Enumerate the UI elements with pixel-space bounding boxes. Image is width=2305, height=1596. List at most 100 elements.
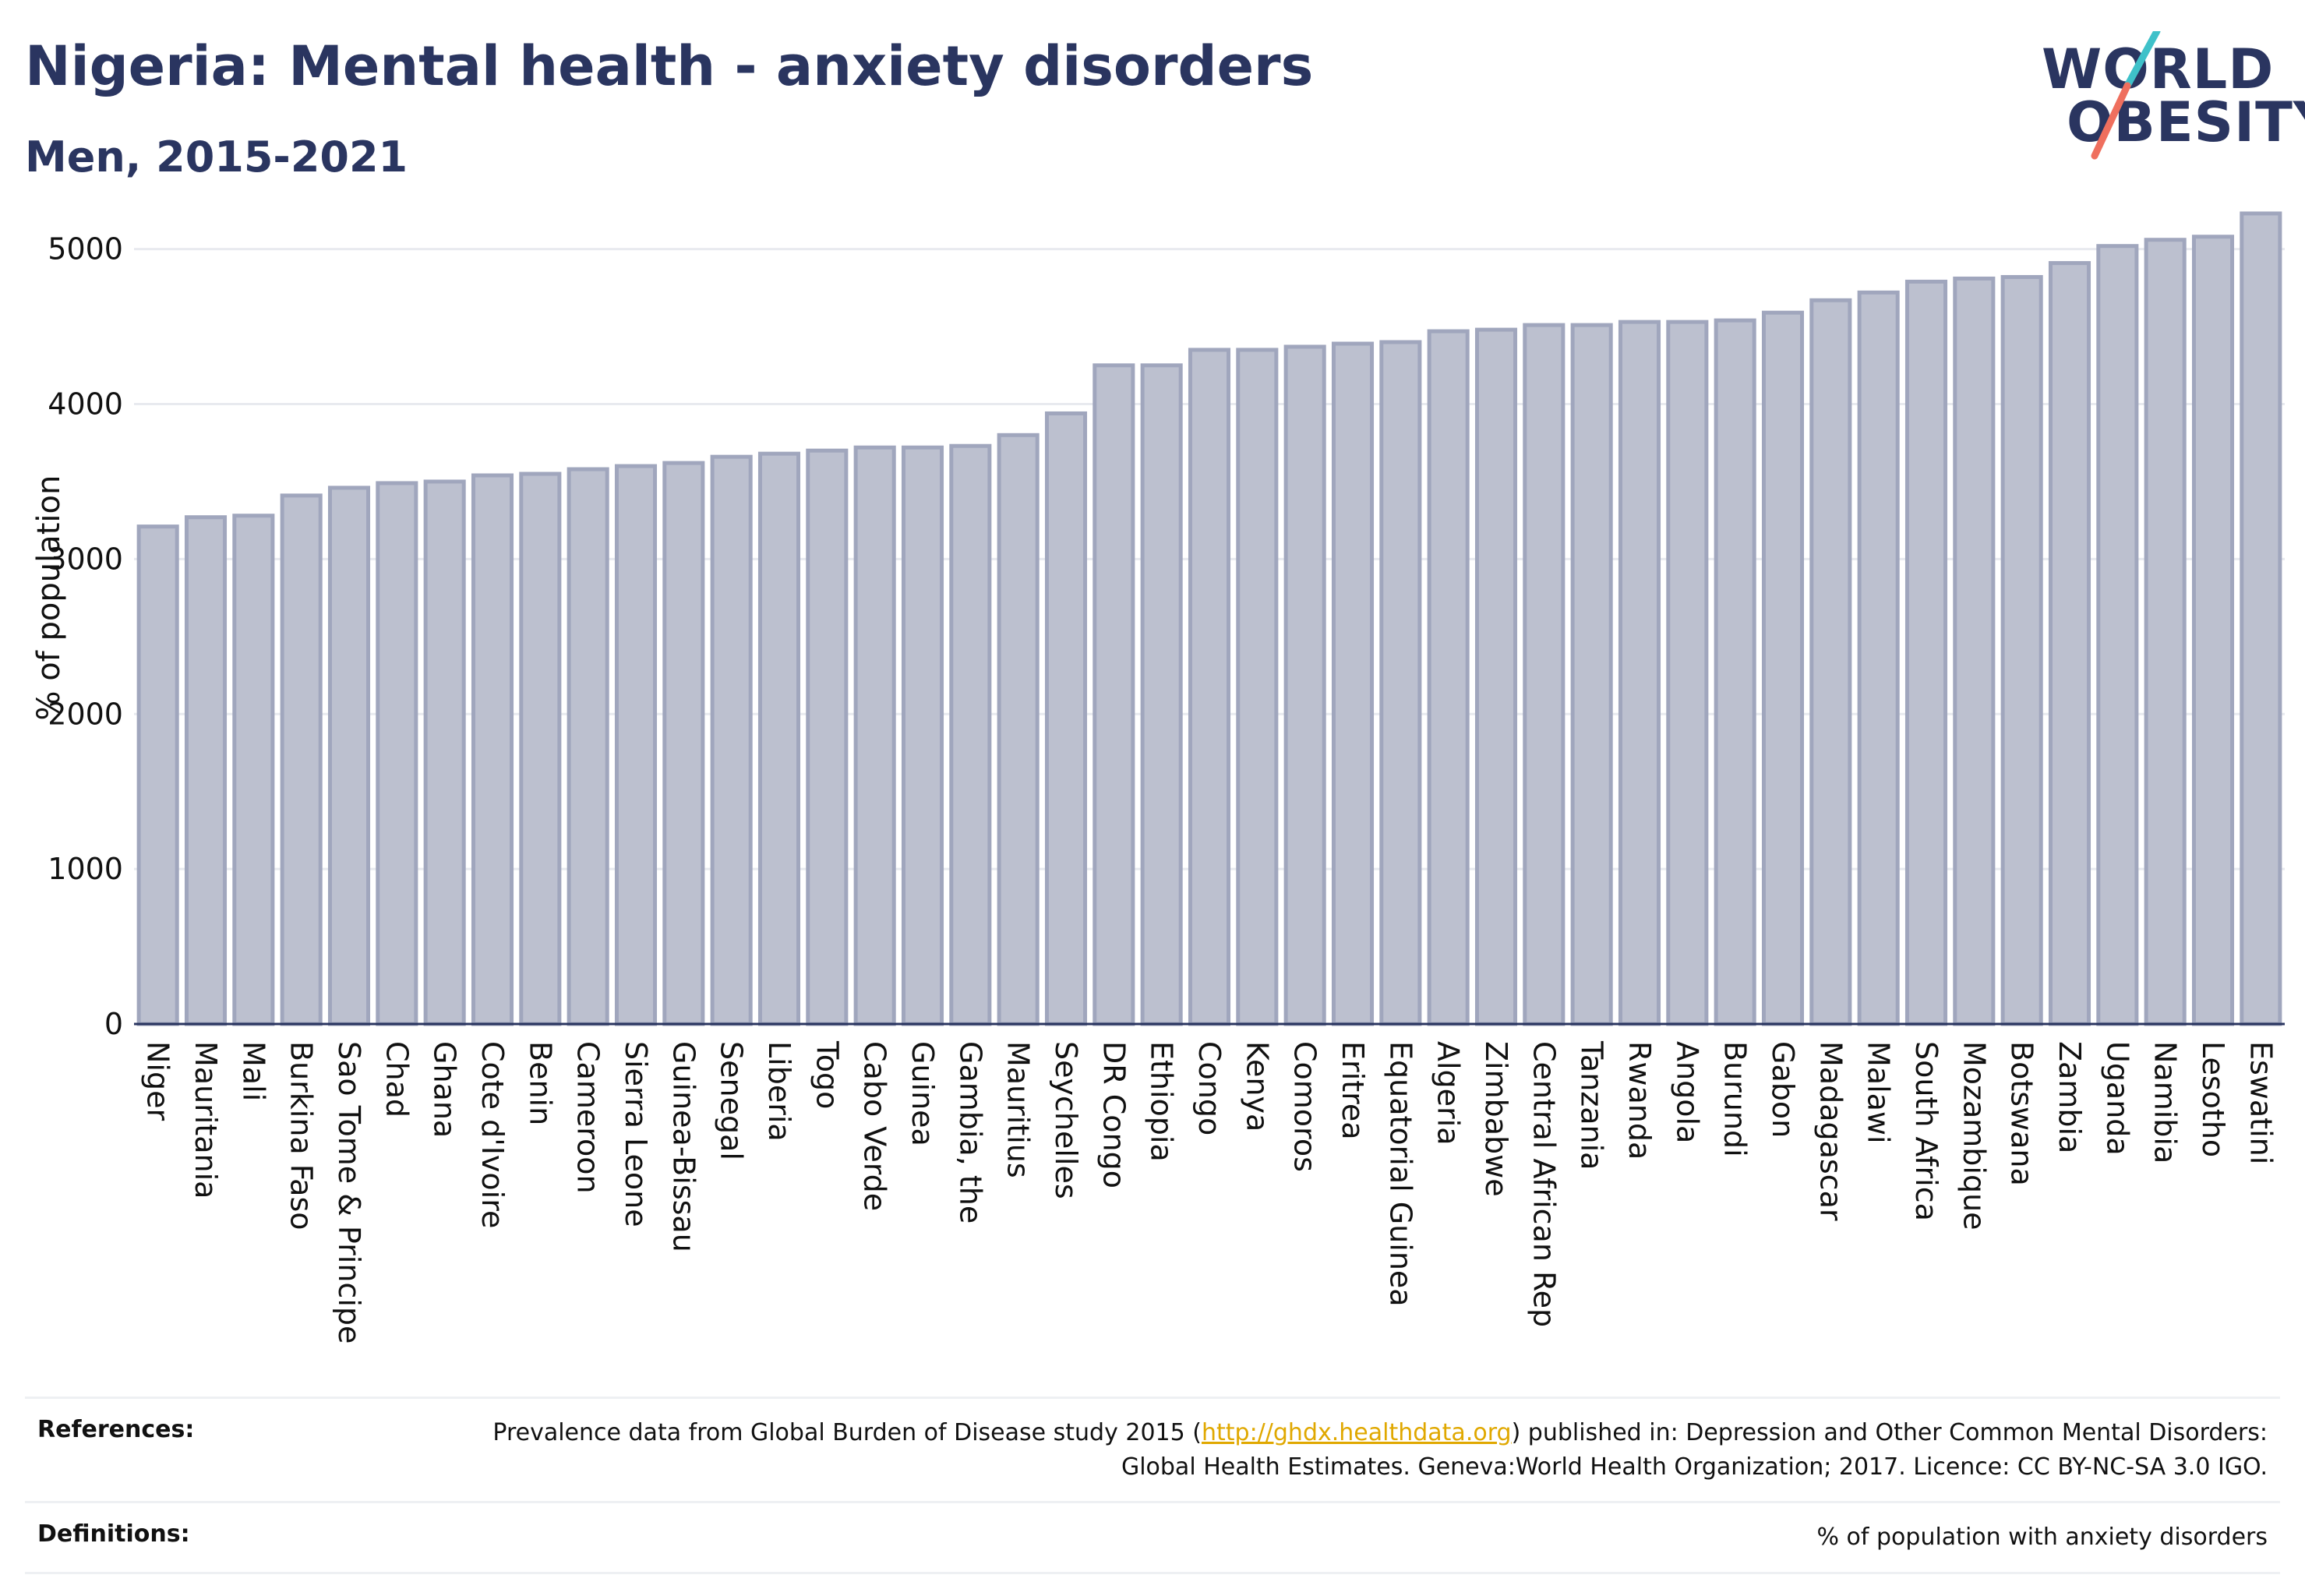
x-tick-label: Lesotho: [2196, 1041, 2230, 1157]
bar: [280, 493, 323, 1026]
y-axis-label: % of population: [31, 475, 67, 721]
x-tick-label: Guinea: [905, 1041, 940, 1146]
bar: [853, 445, 896, 1026]
x-tick-label: Senegal: [715, 1041, 749, 1160]
x-tick-label: Ethiopia: [1145, 1041, 1179, 1162]
x-tick-label: Kenya: [1240, 1041, 1274, 1132]
bar: [1761, 310, 1805, 1026]
references-panel: References: Prevalence data from Global …: [25, 1396, 2280, 1574]
bar: [662, 461, 705, 1026]
bar: [136, 524, 179, 1026]
x-tick-label: South Africa: [1909, 1041, 1943, 1221]
x-tick-label: Zimbabwe: [1479, 1041, 1513, 1197]
logo-slash-icon: [2091, 31, 2161, 160]
bar: [1618, 320, 1661, 1026]
x-tick-label: Benin: [523, 1041, 557, 1125]
bar: [1188, 348, 1231, 1026]
bar: [2144, 238, 2187, 1026]
bar: [1714, 318, 1756, 1026]
x-tick-label: Congo: [1192, 1041, 1227, 1135]
references-row: References: Prevalence data from Global …: [25, 1396, 2280, 1501]
bar: [757, 451, 801, 1026]
x-tick-label: Angola: [1670, 1041, 1704, 1143]
x-tick-label: Tanzania: [1575, 1040, 1609, 1170]
bar: [1523, 323, 1565, 1026]
references-text-part-1: Prevalence data from Global Burden of Di…: [492, 1419, 1202, 1446]
bar: [423, 479, 466, 1026]
x-tick-label: Zambia: [2053, 1041, 2087, 1153]
y-tick-label: 5000: [48, 232, 123, 267]
x-tick-label: Burundi: [1718, 1041, 1753, 1157]
x-tick-label: Chad: [379, 1041, 414, 1118]
bar: [710, 454, 753, 1026]
bar: [232, 514, 275, 1026]
x-tick-label: Burkina Faso: [284, 1041, 319, 1231]
bar: [1236, 348, 1279, 1026]
y-tick-label: 1000: [48, 852, 123, 886]
x-tick-label: Botswana: [2005, 1041, 2039, 1186]
bar: [471, 473, 514, 1026]
bar: [567, 467, 609, 1026]
bar: [1283, 344, 1326, 1026]
x-tick-label: Uganda: [2100, 1041, 2134, 1156]
x-tick-label: Mauritania: [189, 1041, 223, 1199]
bar: [327, 486, 371, 1026]
x-tick-label: Liberia: [762, 1041, 796, 1142]
bar: [1570, 323, 1613, 1026]
x-tick-label: Gabon: [1766, 1041, 1800, 1138]
y-tick-label: 4000: [48, 387, 123, 422]
x-tick-label: Seychelles: [1049, 1041, 1083, 1199]
bar-chart: 0 1000 2000 3000 4000 5000 Niger Mauritania Mali…: [31, 211, 2285, 1344]
references-link[interactable]: http://ghdx.healthdata.org: [1201, 1419, 1512, 1446]
bar: [1044, 411, 1088, 1026]
x-tick-label: Madagascar: [1813, 1041, 1848, 1221]
x-tick-label: Eswatini: [2243, 1041, 2278, 1164]
x-tick-label: Cote d'Ivoire: [475, 1041, 510, 1228]
logo-line-1: WORLD: [2042, 37, 2275, 101]
bar: [997, 433, 1040, 1026]
x-tick-label: Rwanda: [1622, 1041, 1657, 1160]
bar: [2240, 211, 2282, 1026]
bar: [949, 443, 992, 1026]
y-tick-label: 0: [104, 1007, 123, 1041]
bar: [2096, 244, 2139, 1026]
x-tick-label: Algeria: [1431, 1041, 1466, 1146]
chart-title: Nigeria: Mental health - anxiety disorde…: [25, 34, 1314, 98]
x-tick-label: Mauritius: [1001, 1041, 1036, 1178]
x-tick-label: Equatorial Guinea: [1383, 1041, 1417, 1307]
bar: [1427, 329, 1470, 1026]
bar: [1379, 340, 1422, 1026]
x-tick-label: Ghana: [428, 1041, 462, 1138]
x-tick-label: Cameroon: [571, 1041, 605, 1194]
references-label: References:: [37, 1416, 195, 1443]
bar: [614, 464, 658, 1026]
x-tick-label: Comoros: [1288, 1041, 1322, 1172]
definitions-text: % of population with anxiety disorders: [1816, 1524, 2268, 1551]
definitions-row: Definitions: % of population with anxiet…: [25, 1501, 2280, 1574]
bar: [1092, 363, 1135, 1026]
x-tick-label: DR Congo: [1096, 1041, 1131, 1188]
references-text-part-2: ) published in: Depression and Other Com…: [1121, 1419, 2268, 1481]
chart-subtitle: Men, 2015-2021: [25, 132, 408, 182]
world-obesity-logo: WORLD OBESITY: [2034, 31, 2305, 171]
x-tick-label: Malawi: [1862, 1041, 1896, 1144]
bar: [1331, 341, 1375, 1026]
x-tick-label: Sierra Leone: [619, 1041, 653, 1227]
y-tick-label: 3000: [48, 542, 123, 576]
bar: [184, 515, 228, 1026]
bar: [1809, 298, 1852, 1026]
bar: [519, 471, 562, 1026]
bar: [1474, 327, 1518, 1026]
x-tick-label: Gambia, the: [953, 1041, 987, 1223]
bar: [1953, 276, 1996, 1026]
bar: [2191, 235, 2235, 1026]
x-tick-label: Togo: [810, 1040, 844, 1109]
x-tick-label: Eritrea: [1336, 1041, 1370, 1140]
references-text: Prevalence data from Global Burden of Di…: [475, 1416, 2268, 1484]
x-tick-label: Niger: [141, 1041, 175, 1121]
definitions-label: Definitions:: [37, 1520, 190, 1548]
x-tick-label: Mozambique: [1957, 1041, 1991, 1231]
bar: [1904, 279, 1948, 1026]
bar: [376, 481, 418, 1026]
x-tick-label: Namibia: [2148, 1041, 2183, 1163]
